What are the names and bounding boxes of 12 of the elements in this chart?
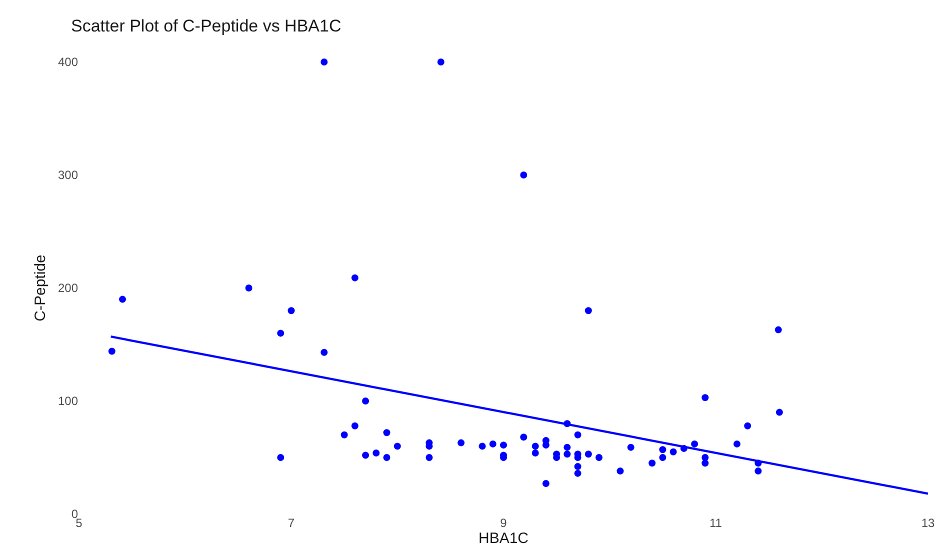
y-axis-title: C-Peptide	[32, 254, 50, 322]
chart-title: Scatter Plot of C-Peptide vs HBA1C	[71, 16, 342, 36]
y-tick-label: 400	[58, 55, 78, 70]
x-tick-label: 7	[288, 516, 295, 530]
x-tick-label: 11	[710, 516, 722, 530]
x-axis-title: HBA1C	[478, 530, 529, 547]
y-tick-label: 200	[58, 281, 78, 296]
x-tick-label: 9	[500, 516, 508, 530]
x-tick-label: 13	[921, 516, 935, 530]
x-tick-label: 5	[76, 516, 83, 530]
y-tick-label: 300	[58, 168, 78, 182]
y-tick-label: 100	[58, 394, 78, 408]
